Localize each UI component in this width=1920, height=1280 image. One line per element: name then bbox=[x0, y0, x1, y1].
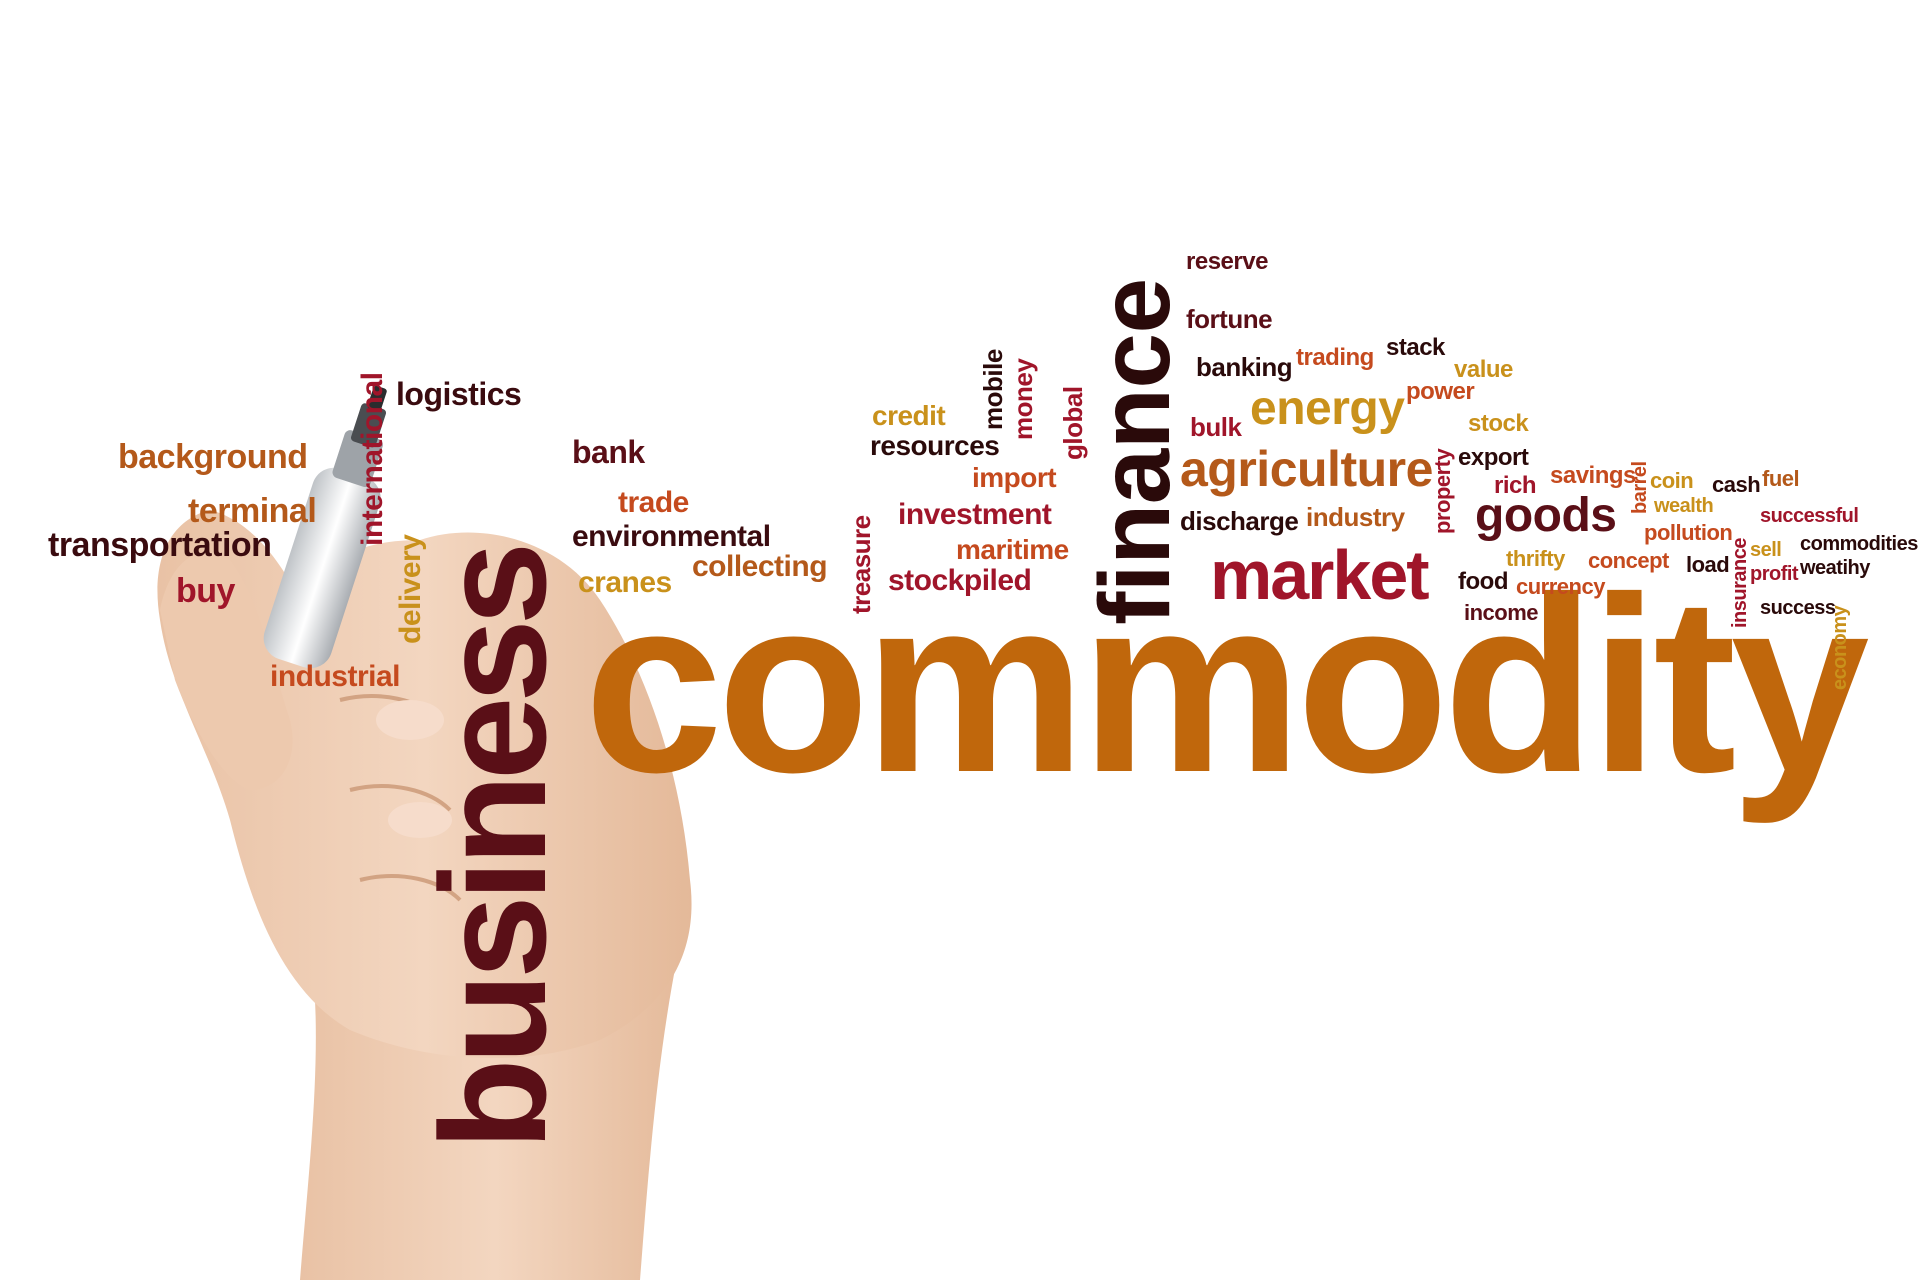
word-credit: credit bbox=[872, 400, 946, 431]
word-economy: economy bbox=[1829, 605, 1851, 690]
word-terminal: terminal bbox=[188, 492, 317, 530]
word-value: value bbox=[1454, 356, 1513, 383]
word-stack: stack bbox=[1386, 334, 1445, 361]
word-reserve: reserve bbox=[1186, 248, 1268, 275]
word-stockpiled: stockpiled bbox=[888, 564, 1032, 597]
word-bank: bank bbox=[572, 434, 645, 470]
word-successful: successful bbox=[1760, 505, 1859, 527]
word-stock: stock bbox=[1468, 410, 1529, 437]
word-environmental: environmental bbox=[572, 520, 771, 553]
word-mobile: mobile bbox=[978, 349, 1008, 430]
word-commodity: commodity bbox=[584, 545, 1869, 824]
word-transportation: transportation bbox=[48, 526, 272, 564]
word-barrel: barrel bbox=[1629, 461, 1651, 514]
word-trading: trading bbox=[1296, 344, 1374, 371]
word-power: power bbox=[1406, 378, 1475, 405]
word-coin: coin bbox=[1650, 468, 1694, 493]
word-resources: resources bbox=[870, 430, 1000, 461]
word-commodities: commodities bbox=[1800, 533, 1918, 555]
word-buy: buy bbox=[176, 572, 235, 610]
word-export: export bbox=[1458, 444, 1529, 471]
word-market: market bbox=[1210, 536, 1430, 614]
word-business: business bbox=[409, 547, 577, 1150]
word-goods: goods bbox=[1475, 489, 1617, 542]
word-concept: concept bbox=[1588, 548, 1669, 573]
word-insurance: insurance bbox=[1729, 538, 1751, 628]
word-cash: cash bbox=[1712, 472, 1761, 497]
word-industrial: industrial bbox=[270, 660, 401, 693]
word-profit: profit bbox=[1750, 563, 1799, 585]
word-agriculture: agriculture bbox=[1180, 441, 1433, 497]
word-rich: rich bbox=[1494, 472, 1537, 499]
word-bulk: bulk bbox=[1190, 412, 1242, 442]
word-success: success bbox=[1760, 597, 1836, 619]
word-finance: finance bbox=[1079, 278, 1191, 625]
word-weathy: weatihy bbox=[1800, 557, 1870, 579]
word-delivery: delivery bbox=[394, 534, 427, 644]
word-property: property bbox=[1430, 448, 1455, 534]
word-load: load bbox=[1686, 552, 1730, 577]
word-savings: savings bbox=[1550, 462, 1636, 489]
word-import: import bbox=[972, 462, 1057, 493]
word-trade: trade bbox=[618, 486, 689, 519]
word-collecting: collecting bbox=[692, 550, 828, 583]
word-income: income bbox=[1464, 600, 1539, 625]
word-background: background bbox=[118, 438, 308, 476]
word-maritime: maritime bbox=[956, 534, 1069, 565]
word-discharge: discharge bbox=[1180, 506, 1299, 536]
word-sell: sell bbox=[1750, 539, 1782, 561]
word-global: global bbox=[1058, 386, 1088, 460]
word-investment: investment bbox=[898, 498, 1052, 531]
word-food: food bbox=[1458, 568, 1508, 595]
word-cranes: cranes bbox=[578, 566, 672, 599]
word-fortune: fortune bbox=[1186, 304, 1273, 334]
word-wealth: wealth bbox=[1654, 495, 1714, 517]
word-energy: energy bbox=[1250, 382, 1405, 435]
word-currency: currency bbox=[1516, 574, 1605, 599]
word-industry: industry bbox=[1306, 502, 1405, 532]
word-international: international bbox=[356, 372, 389, 546]
word-fuel: fuel bbox=[1762, 466, 1800, 491]
word-logistics: logistics bbox=[396, 376, 522, 412]
word-treasure: treasure bbox=[846, 515, 876, 614]
word-thrifty: thrifty bbox=[1506, 546, 1565, 571]
word-banking: banking bbox=[1196, 352, 1293, 382]
word-pollution: pollution bbox=[1644, 520, 1733, 545]
word-money: money bbox=[1008, 358, 1038, 440]
